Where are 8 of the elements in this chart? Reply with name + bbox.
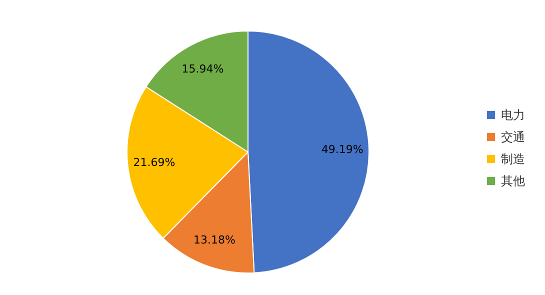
data-label: 21.69% [133, 156, 176, 170]
legend-label: 其他 [501, 172, 525, 190]
data-label: 15.94% [182, 62, 224, 76]
legend-label: 交通 [501, 128, 525, 146]
legend-label: 制造 [501, 150, 525, 168]
legend-label: 电力 [501, 106, 525, 124]
data-label: 13.18% [193, 234, 236, 247]
data-label: 49.19% [321, 143, 364, 156]
